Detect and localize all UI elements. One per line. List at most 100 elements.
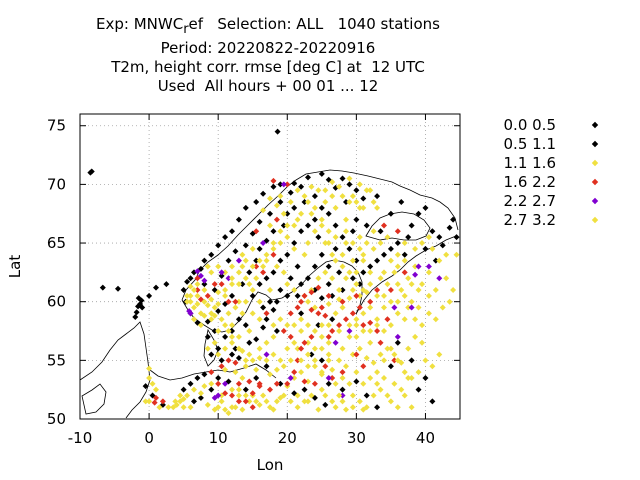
data-point (263, 251, 270, 258)
x-tick-label: 30 (347, 429, 366, 447)
data-point (343, 316, 349, 323)
data-point (132, 313, 139, 320)
data-point (222, 380, 229, 387)
data-point (374, 204, 381, 211)
data-point (339, 263, 346, 270)
data-point (311, 204, 318, 211)
data-point (436, 275, 443, 282)
data-point (225, 328, 232, 335)
data-point (229, 392, 235, 399)
data-point (370, 359, 377, 366)
data-point (280, 269, 287, 276)
data-point (315, 406, 322, 413)
data-point (253, 198, 260, 205)
data-point (353, 378, 360, 385)
data-point (284, 322, 291, 329)
data-point (253, 366, 260, 373)
chart-title-block: Exp: MNWCref Selection: ALL 1040 station… (0, 15, 536, 96)
data-point (239, 406, 246, 413)
data-point (387, 345, 394, 352)
data-point (374, 322, 381, 329)
data-point (387, 210, 394, 217)
data-point (381, 357, 387, 364)
data-point (425, 234, 432, 241)
x-tick-label: 0 (144, 429, 154, 447)
data-point (267, 222, 273, 229)
data-point (280, 392, 287, 399)
data-point (298, 210, 305, 217)
data-point (133, 309, 140, 316)
data-point (142, 398, 149, 405)
data-point (146, 374, 153, 381)
data-point (263, 357, 270, 364)
data-point (377, 240, 384, 247)
data-point (415, 210, 422, 217)
data-point (242, 275, 249, 282)
data-point (374, 292, 381, 299)
data-point (260, 392, 267, 399)
data-point (311, 363, 318, 370)
data-point (394, 357, 401, 364)
title-line-1-sub: r (183, 22, 189, 37)
data-point (391, 304, 398, 311)
data-point (277, 357, 284, 364)
data-point (339, 386, 346, 393)
data-point (273, 328, 280, 335)
data-point (391, 269, 398, 276)
legend-marker (591, 121, 599, 129)
data-point (270, 183, 277, 190)
data-point (384, 234, 391, 241)
data-point (249, 286, 256, 293)
data-point (194, 374, 201, 381)
data-point (146, 365, 153, 372)
data-point (356, 181, 363, 188)
data-point (412, 245, 419, 252)
data-point (305, 240, 311, 247)
data-point (246, 328, 253, 335)
data-point (408, 404, 415, 411)
data-point (197, 394, 204, 401)
data-point (225, 257, 232, 264)
data-point (273, 263, 280, 270)
data-point (374, 193, 381, 200)
data-point (332, 245, 339, 252)
data-point (332, 222, 339, 229)
data-point (374, 286, 381, 293)
data-point (381, 222, 387, 229)
data-point (315, 187, 322, 194)
data-point (149, 380, 156, 387)
data-point (387, 286, 394, 293)
data-point (432, 257, 439, 264)
data-point (318, 251, 325, 258)
data-point (398, 198, 405, 205)
data-point (287, 189, 294, 196)
data-point (153, 394, 159, 401)
data-point (391, 351, 398, 358)
data-point (267, 195, 273, 202)
data-point (374, 316, 381, 323)
data-point (322, 401, 329, 408)
data-point (246, 398, 253, 405)
data-point (246, 339, 253, 346)
data-point (339, 398, 346, 405)
data-point (260, 207, 267, 214)
data-point (232, 369, 239, 376)
data-point (329, 193, 336, 200)
data-point (235, 392, 242, 399)
data-point (329, 292, 336, 299)
data-point (218, 363, 225, 370)
data-point (298, 298, 305, 305)
data-point (329, 251, 336, 258)
data-point (298, 310, 305, 317)
data-point (267, 404, 273, 411)
data-point (256, 245, 263, 252)
data-point (356, 398, 363, 405)
data-point (229, 328, 235, 335)
data-point (311, 228, 318, 235)
data-point (270, 228, 277, 235)
data-point (204, 263, 211, 270)
data-point (305, 222, 311, 229)
data-point (367, 298, 374, 305)
data-point (353, 292, 360, 299)
data-point (239, 281, 246, 288)
